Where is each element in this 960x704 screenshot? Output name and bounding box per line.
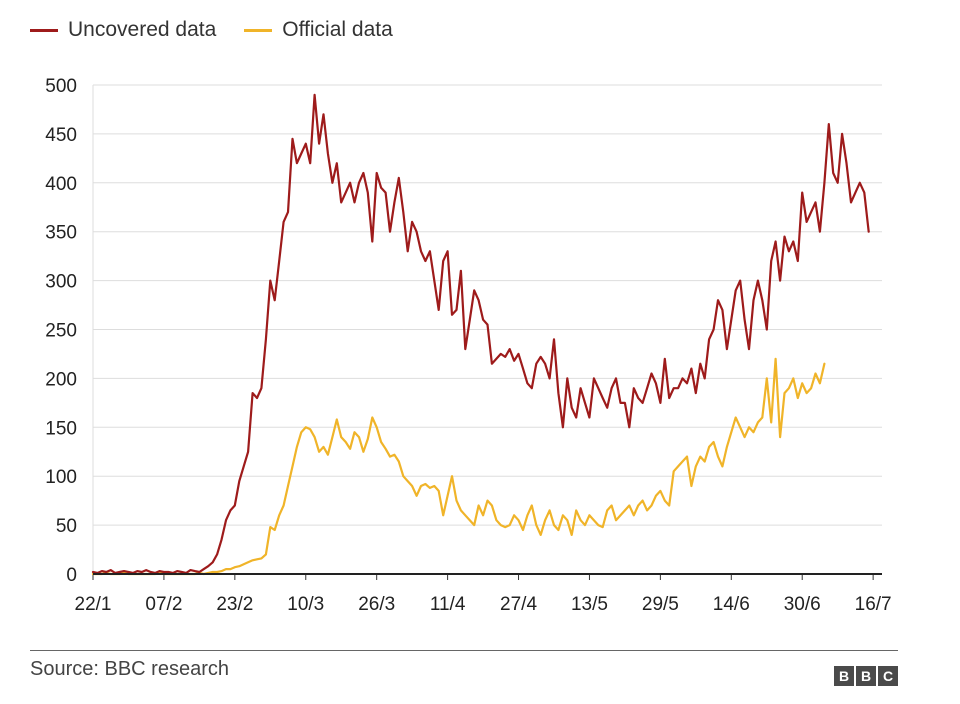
legend: Uncovered data Official data [30,18,421,42]
y-tick-label-0: 0 [66,565,77,586]
legend-item-uncovered: Uncovered data [30,18,216,42]
x-tick-label-1: 07/2 [145,594,182,615]
legend-swatch-uncovered [30,28,58,32]
x-tick-label-4: 26/3 [358,594,395,615]
legend-label-official: Official data [282,18,393,41]
x-tick-label-0: 22/1 [75,594,112,615]
series-line-official [91,357,826,576]
x-tick-label-6: 27/4 [500,594,537,615]
y-tick-label-250: 250 [45,321,77,342]
x-tick-label-9: 14/6 [713,594,750,615]
y-tick-label-100: 100 [45,467,77,488]
legend-swatch-official [244,28,273,32]
y-tick-label-500: 500 [45,76,77,97]
bbc-logo: B B C [832,666,898,686]
y-tick-label-450: 450 [45,125,77,146]
y-tick-label-400: 400 [45,174,77,195]
footer-divider [30,650,898,651]
y-tick-label-200: 200 [45,369,77,390]
x-tick-label-2: 23/2 [216,594,253,615]
y-tick-label-300: 300 [45,272,77,293]
legend-item-official: Official data [244,18,393,42]
x-tick-label-3: 10/3 [287,594,324,615]
x-tick-label-11: 16/7 [855,594,892,615]
source-note: Source: BBC research [30,658,229,680]
y-tick-label-350: 350 [45,223,77,244]
legend-label-uncovered: Uncovered data [68,18,217,41]
x-tick-label-10: 30/6 [784,594,821,615]
y-tick-label-50: 50 [56,516,77,537]
logo-letter-b1: B [834,666,854,686]
x-tick-label-8: 29/5 [642,594,679,615]
y-tick-label-150: 150 [45,418,77,439]
x-tick-label-5: 11/4 [430,594,466,615]
series-line-uncovered [91,93,870,575]
logo-letter-c: C [878,666,898,686]
x-tick-label-7: 13/5 [571,594,608,615]
logo-letter-b2: B [856,666,876,686]
